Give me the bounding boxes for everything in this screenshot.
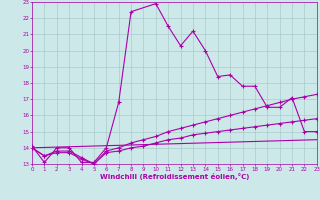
X-axis label: Windchill (Refroidissement éolien,°C): Windchill (Refroidissement éolien,°C) (100, 173, 249, 180)
